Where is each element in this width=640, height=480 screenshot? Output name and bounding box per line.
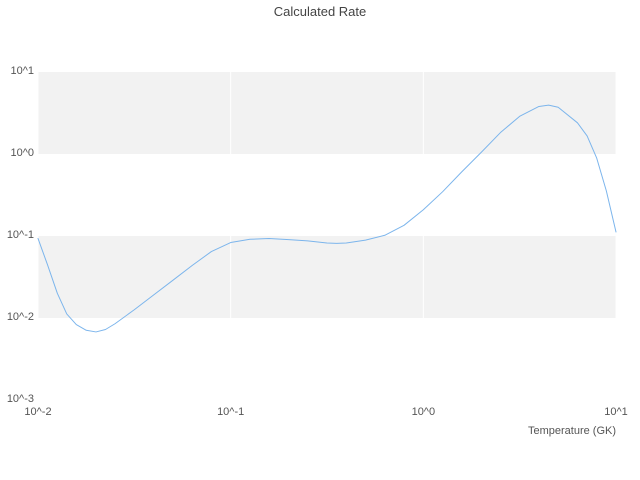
x-axis-label: Temperature (GK) (527, 425, 616, 437)
y-tick-label: 10^-1 (6, 229, 34, 241)
x-tick-label: 10^-2 (24, 406, 52, 418)
y-tick-label: 10^1 (10, 65, 34, 77)
decade-band (38, 236, 616, 318)
y-tick-label: 10^-3 (6, 393, 34, 405)
y-tick-label: 10^0 (10, 147, 34, 159)
decade-band (38, 72, 616, 154)
rate-line-series (37, 104, 617, 333)
x-tick-label: 10^1 (604, 406, 628, 418)
x-tick-label: 10^0 (411, 406, 436, 418)
chart-title: Calculated Rate (273, 4, 367, 19)
x-tick-label: 10^-1 (217, 406, 245, 418)
y-tick-label: 10^-2 (6, 311, 34, 323)
